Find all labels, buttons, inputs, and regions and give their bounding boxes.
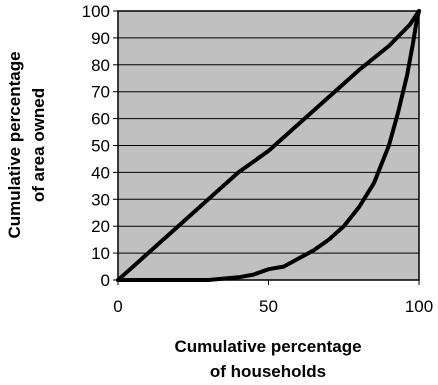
y-tick-label: 30 <box>91 190 110 209</box>
y-tick-label: 100 <box>82 2 110 21</box>
y-tick-label: 50 <box>91 137 110 156</box>
x-axis-title-line-1: Cumulative percentage <box>174 337 361 356</box>
gridlines <box>118 37 419 254</box>
series-line-2 <box>116 9 421 282</box>
y-axis-title-line-2: of area owned <box>29 88 48 202</box>
y-tick-label: 40 <box>91 163 110 182</box>
series-line-1 <box>116 9 421 282</box>
y-tick-label: 0 <box>101 271 110 290</box>
y-axis-tick-labels: 0 10 20 30 40 50 60 70 80 90 100 <box>82 2 110 290</box>
x-axis-title-line-2: of households <box>210 362 326 381</box>
x-tick-label: 50 <box>259 297 278 316</box>
y-tick-label: 80 <box>91 56 110 75</box>
x-axis-tick-labels: 0 50 100 <box>113 297 433 316</box>
y-tick-label: 90 <box>91 29 110 48</box>
x-tick-label: 100 <box>405 297 433 316</box>
y-tick-label: 70 <box>91 83 110 102</box>
y-tick-label: 10 <box>91 244 110 263</box>
x-tick-label: 0 <box>113 297 122 316</box>
series-group <box>116 9 421 282</box>
plot-border <box>117 10 420 281</box>
y-axis-title-line-1: Cumulative percentage <box>5 51 24 238</box>
y-tick-label: 60 <box>91 110 110 129</box>
y-tick-label: 20 <box>91 217 110 236</box>
